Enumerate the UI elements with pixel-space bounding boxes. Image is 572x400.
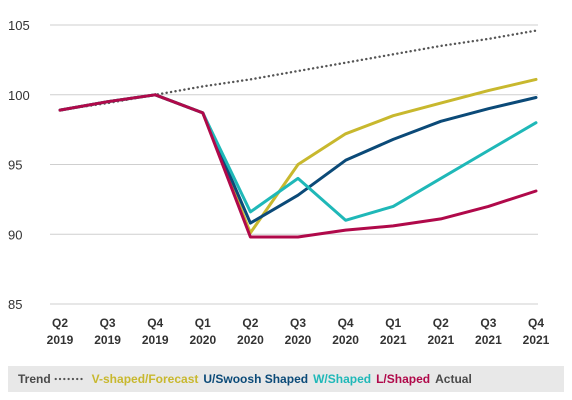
x-tick-quarter: Q1 (385, 316, 401, 330)
legend-label-v-shaped-forecast: V-shaped/Forecast (92, 372, 199, 386)
x-tick-q2-2020: Q2 2020 (237, 316, 264, 347)
x-tick-year: 2020 (285, 333, 312, 347)
y-tick-95: 95 (8, 158, 22, 173)
legend-label-u-swoosh-shaped: U/Swoosh Shaped (203, 372, 308, 386)
y-tick-100: 100 (8, 88, 30, 103)
x-tick-year: 2021 (523, 333, 550, 347)
x-tick-q4-2021: Q4 2021 (523, 316, 550, 347)
x-axis-ticks: Q2 2019 Q3 2019 Q4 2019 Q1 2020 Q2 2020 Q3 2020 Q4 20… (47, 316, 550, 347)
legend-label-l-shaped: L/Shaped (376, 372, 430, 386)
x-tick-year: 2021 (380, 333, 407, 347)
x-tick-year: 2021 (427, 333, 454, 347)
x-tick-year: 2019 (47, 333, 74, 347)
x-tick-quarter: Q1 (195, 316, 211, 330)
series-line-l-shaped (58, 93, 538, 239)
x-tick-q1-2021: Q1 2021 (380, 316, 407, 347)
x-tick-quarter: Q2 (52, 316, 68, 330)
x-tick-year: 2020 (189, 333, 216, 347)
x-tick-quarter: Q2 (433, 316, 449, 330)
x-tick-q3-2020: Q3 2020 (285, 316, 312, 347)
y-tick-105: 105 (8, 18, 30, 33)
x-tick-quarter: Q3 (290, 316, 306, 330)
x-tick-q2-2021: Q2 2021 (427, 316, 454, 347)
x-tick-quarter: Q3 (480, 316, 496, 330)
x-tick-quarter: Q2 (242, 316, 258, 330)
x-tick-quarter: Q4 (147, 316, 163, 330)
x-tick-q4-2019: Q4 2019 (142, 316, 169, 347)
y-axis-ticks: 85 90 95 100 105 (8, 18, 30, 312)
x-tick-q1-2020: Q1 2020 (189, 316, 216, 347)
legend-label-w-shaped: W/Shaped (313, 372, 371, 386)
x-tick-year: 2020 (332, 333, 359, 347)
legend-label-trend: Trend (18, 372, 51, 386)
x-tick-quarter: Q4 (528, 316, 544, 330)
legend: Trend V-shaped/Forecast U/Swoosh Shaped W/S… (8, 366, 564, 392)
gridlines (50, 24, 538, 305)
x-tick-q3-2019: Q3 2019 (94, 316, 121, 347)
y-tick-90: 90 (8, 227, 22, 242)
x-tick-quarter: Q3 (100, 316, 116, 330)
x-tick-q4-2020: Q4 2020 (332, 316, 359, 347)
x-tick-quarter: Q4 (338, 316, 354, 330)
y-tick-85: 85 (8, 297, 22, 312)
x-tick-year: 2021 (475, 333, 502, 347)
x-tick-q2-2019: Q2 2019 (47, 316, 74, 347)
x-tick-year: 2019 (94, 333, 121, 347)
series-lines (58, 29, 538, 239)
legend-trailing-text: Actual (435, 372, 472, 386)
series-line-u-swoosh-shaped (58, 93, 538, 225)
x-tick-year: 2019 (142, 333, 169, 347)
x-tick-year: 2020 (237, 333, 264, 347)
legend-background (8, 366, 564, 392)
series-line-v-shaped-forecast (58, 77, 538, 235)
x-tick-q3-2021: Q3 2021 (475, 316, 502, 347)
